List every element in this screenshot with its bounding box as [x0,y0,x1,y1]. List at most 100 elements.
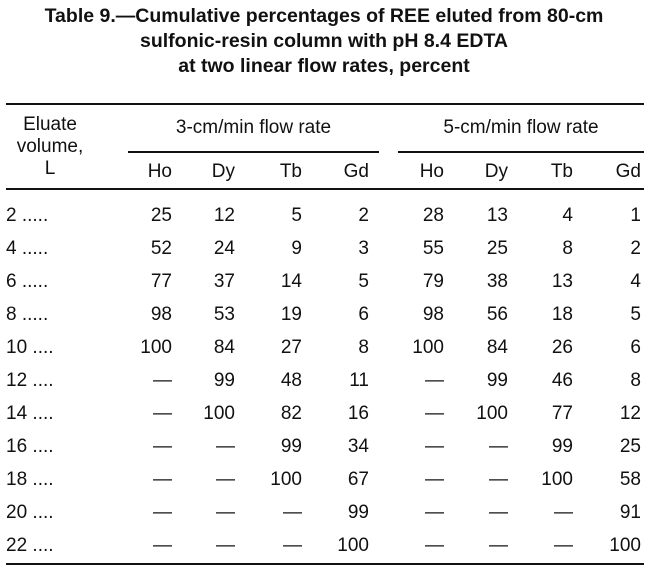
eluate-volume-cell: 20 .... [6,502,54,523]
table-cell: — [425,370,444,391]
title-line-3: at two linear flow rates, percent [178,55,470,77]
table-cell: 100 [609,535,641,556]
table-cell: — [153,502,172,523]
table-cell: 8 [562,238,573,259]
table-cell: 100 [140,337,172,358]
table-cell: 8 [630,370,641,391]
column-header-gd-5cm: Gd [615,161,641,182]
column-header-gd-3cm: Gd [343,161,369,182]
table-cell: 100 [337,535,369,556]
table-cell: 56 [486,304,508,325]
table-cell: 13 [551,271,573,292]
table-cell: — [489,436,508,457]
table-row: 20 .... — — — 99 — — — 91 [0,502,648,535]
table-cell: 67 [347,469,369,490]
table-cell: 19 [280,304,302,325]
table-cell: — [216,502,235,523]
table-cell: 13 [486,205,508,226]
table-cell: 55 [422,238,444,259]
group-header-3cm: 3-cm/min flow rate [175,117,332,138]
table-cell: 84 [486,337,508,358]
table-cell: 25 [150,205,172,226]
table-cell: 18 [551,304,573,325]
title-line-1: Table 9.—Cumulative percentages of REE e… [44,5,604,27]
table-cell: — [283,535,302,556]
column-header-ho-3cm: Ho [147,161,172,182]
table-cell: 100 [412,337,444,358]
bottom-rule [6,563,644,565]
table-cell: — [554,502,573,523]
table-cell: 4 [562,205,573,226]
table-cell: 12 [619,403,641,424]
table-cell: 5 [291,205,302,226]
column-header-dy-5cm: Dy [484,161,508,182]
table-cell: 9 [291,238,302,259]
eluate-volume-cell: 22 .... [6,535,54,556]
eluate-volume-cell: 18 .... [6,469,54,490]
table-cell: 6 [630,337,641,358]
table-cell: 52 [150,238,172,259]
table-row: 16 .... — — 99 34 — — 99 25 [0,436,648,469]
table-cell: 2 [358,205,369,226]
table-cell: 100 [270,469,302,490]
group-rule-3cm [128,151,379,153]
table-cell: 98 [150,304,172,325]
table-cell: 1 [630,205,641,226]
top-rule [6,103,644,105]
table-cell: — [425,535,444,556]
table-cell: 26 [551,337,573,358]
table-cell: 11 [349,370,369,391]
table-cell: 100 [541,469,573,490]
table-cell: 91 [619,502,641,523]
table-cell: 28 [422,205,444,226]
table-cell: 4 [630,271,641,292]
table-cell: 79 [422,271,444,292]
column-header-dy-3cm: Dy [211,161,235,182]
stub-header-line-3: L [44,158,56,179]
table-cell: — [153,469,172,490]
table-cell: 77 [551,403,573,424]
header-rule [6,188,644,190]
table-row: 6 ..... 77 37 14 5 79 38 13 4 [0,271,648,304]
eluate-volume-cell: 14 .... [6,403,54,424]
table-row: 18 .... — — 100 67 — — 100 58 [0,469,648,502]
table-title: Table 9.—Cumulative percentages of REE e… [0,4,648,79]
group-rule-5cm [398,151,644,153]
table-cell: 48 [280,370,302,391]
table-cell: 46 [551,370,573,391]
table-cell: — [283,502,302,523]
table-cell: 5 [630,304,641,325]
group-header-5cm: 5-cm/min flow rate [443,117,599,138]
column-header-ho-5cm: Ho [419,161,444,182]
table-cell: 3 [358,238,369,259]
table-row: 10 .... 100 84 27 8 100 84 26 6 [0,337,648,370]
table-row: 12 .... — 99 48 11 — 99 46 8 [0,370,648,403]
table-cell: — [489,502,508,523]
table-cell: 99 [280,436,302,457]
table-cell: 53 [213,304,235,325]
table-row: 8 ..... 98 53 19 6 98 56 18 5 [0,304,648,337]
table-cell: — [489,469,508,490]
stub-header: Eluate volume, L [10,114,90,180]
table-cell: — [425,469,444,490]
table-cell: 77 [150,271,172,292]
eluate-volume-cell: 4 ..... [6,238,49,259]
eluate-volume-cell: 16 .... [6,436,54,457]
table-cell: — [425,436,444,457]
table-cell: — [489,535,508,556]
eluate-volume-cell: 8 ..... [6,304,49,325]
eluate-volume-cell: 12 .... [6,370,54,391]
stub-header-line-1: Eluate [23,114,77,135]
table-cell: 84 [213,337,235,358]
table-row: 22 .... — — — 100 — — — 100 [0,535,648,568]
table-cell: 58 [619,469,641,490]
table-cell: 5 [358,271,369,292]
table-cell: — [153,436,172,457]
table-row: 14 .... — 100 82 16 — 100 77 12 [0,403,648,436]
stub-header-line-2: volume, [16,136,84,157]
table-row: 2 ..... 25 12 5 2 28 13 4 1 [0,205,648,238]
table-cell: — [554,535,573,556]
table-cell: — [153,535,172,556]
column-header-tb-3cm: Tb [279,161,302,182]
table-cell: 99 [347,502,369,523]
